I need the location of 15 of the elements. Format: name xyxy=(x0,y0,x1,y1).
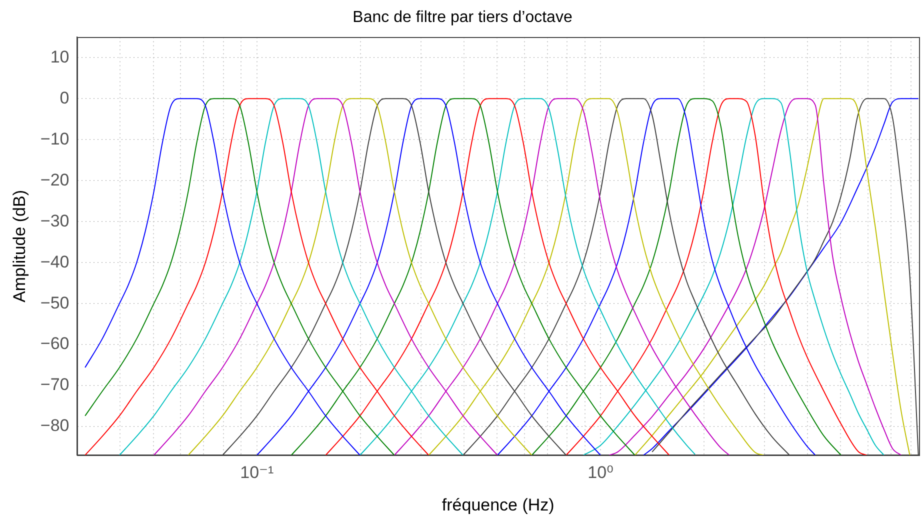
x-axis-title: fréquence (Hz) xyxy=(442,495,554,514)
x-tick-label: 10⁰ xyxy=(588,463,614,482)
y-tick-label: −10 xyxy=(40,129,70,148)
x-tick-label: 10⁻¹ xyxy=(240,463,274,482)
chart-title: Banc de filtre par tiers d’octave xyxy=(352,9,572,26)
y-tick-label: −20 xyxy=(40,170,70,190)
y-tick-label: 10 xyxy=(50,47,70,66)
y-tick-label: −40 xyxy=(40,252,70,272)
y-tick-label: −50 xyxy=(40,293,70,312)
y-tick-label: −60 xyxy=(40,334,70,354)
y-tick-label: 0 xyxy=(60,88,70,108)
y-axis-title: Amplitude (dB) xyxy=(10,190,29,302)
y-tick-label: −30 xyxy=(40,211,70,230)
y-tick-label: −80 xyxy=(40,416,70,436)
y-tick-label: −70 xyxy=(40,375,70,394)
